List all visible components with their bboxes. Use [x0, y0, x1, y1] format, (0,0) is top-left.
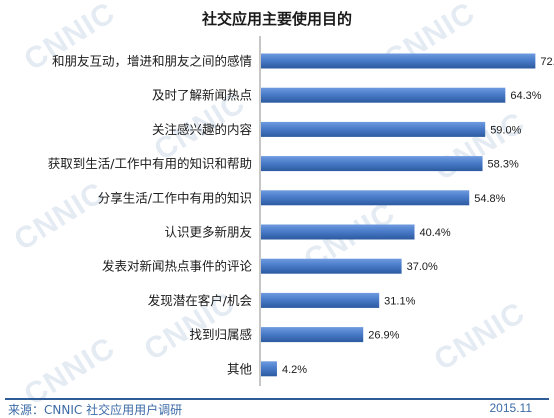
date-label: 2015.11 — [489, 401, 533, 415]
bar — [261, 258, 402, 274]
value-label: 26.9% — [368, 330, 399, 342]
bar — [261, 87, 506, 103]
value-label: 58.3% — [488, 159, 519, 171]
bar — [261, 361, 277, 377]
category-label: 获取到生活/工作中有用的知识和帮助 — [48, 156, 252, 171]
source-note: 来源：CNNIC 社交应用用户调研 — [8, 403, 183, 417]
bar-chart: 和朋友互动，增进和朋友之间的感情 72.2% 及时了解新闻热点 64.3% 关注感兴趣的… — [48, 36, 554, 386]
category-label: 其他 — [227, 361, 253, 376]
category-label: 认识更多新朋友 — [164, 225, 252, 240]
bar — [261, 327, 364, 343]
category-label: 分享生活/工作中有用的知识 — [98, 190, 252, 205]
value-label: 31.1% — [384, 295, 415, 307]
bar — [261, 156, 483, 172]
bar — [261, 190, 470, 206]
value-label: 72.2% — [540, 56, 554, 68]
value-label: 64.3% — [510, 90, 541, 102]
bar — [261, 292, 380, 308]
category-label: 发表对新闻热点事件的评论 — [102, 259, 253, 274]
bar — [261, 121, 486, 137]
value-label: 59.0% — [490, 124, 521, 136]
bar — [261, 53, 536, 69]
category-label: 和朋友互动，增进和朋友之间的感情 — [52, 54, 252, 69]
value-label: 4.2% — [282, 364, 307, 376]
value-label: 54.8% — [474, 193, 505, 205]
chart-title: 社交应用主要使用目的 — [201, 10, 352, 28]
category-label: 发现潜在客户/机会 — [148, 293, 253, 308]
category-label: 及时了解新闻热点 — [152, 88, 252, 103]
category-label: 关注感兴趣的内容 — [152, 122, 252, 137]
bar — [261, 224, 415, 240]
footer-divider — [5, 398, 549, 400]
value-label: 40.4% — [420, 227, 451, 239]
value-label: 37.0% — [407, 261, 438, 273]
category-label: 找到归属感 — [189, 327, 252, 342]
